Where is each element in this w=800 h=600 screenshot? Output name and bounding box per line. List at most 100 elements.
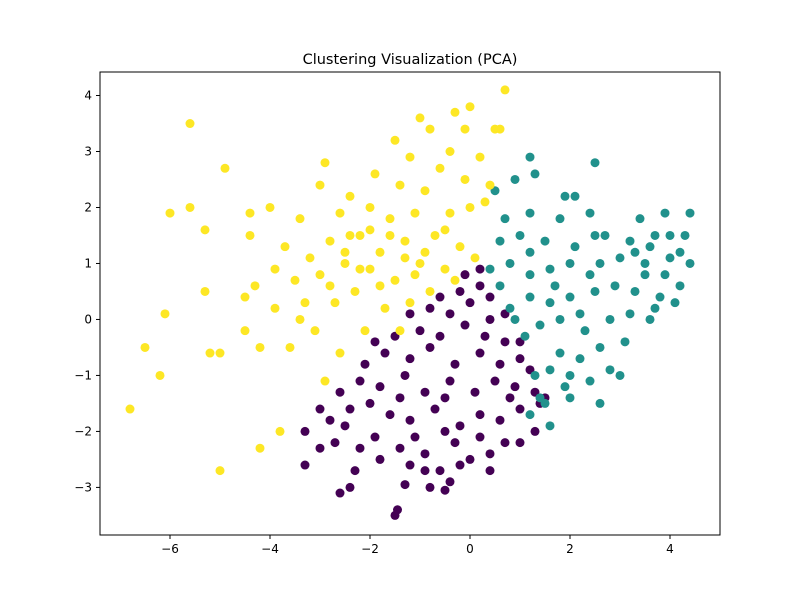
scatter-point: [660, 270, 670, 280]
scatter-point: [245, 230, 255, 240]
scatter-point: [270, 264, 280, 274]
scatter-point: [455, 421, 465, 431]
scatter-point: [675, 247, 685, 257]
scatter-point: [615, 253, 625, 263]
scatter-point: [500, 337, 510, 347]
scatter-point: [350, 466, 360, 476]
scatter-point: [515, 404, 525, 414]
chart-title: Clustering Visualization (PCA): [303, 52, 518, 68]
scatter-point: [355, 264, 365, 274]
scatter-point: [615, 370, 625, 380]
scatter-point: [255, 342, 265, 352]
scatter-point: [330, 438, 340, 448]
scatter-point: [410, 270, 420, 280]
scatter-point: [685, 208, 695, 218]
scatter-point: [590, 286, 600, 296]
scatter-point: [240, 292, 250, 302]
scatter-point: [460, 270, 470, 280]
scatter-point: [560, 191, 570, 201]
scatter-point: [335, 348, 345, 358]
scatter-point: [140, 342, 150, 352]
scatter-point: [515, 354, 525, 364]
scatter-point: [420, 466, 430, 476]
scatter-point: [660, 208, 670, 218]
scatter-point: [215, 466, 225, 476]
scatter-point: [620, 337, 630, 347]
scatter-point: [555, 214, 565, 224]
scatter-point: [555, 348, 565, 358]
scatter-point: [625, 236, 635, 246]
scatter-point: [465, 298, 475, 308]
scatter-point: [425, 303, 435, 313]
scatter-point: [400, 370, 410, 380]
scatter-point: [250, 281, 260, 291]
scatter-point: [545, 365, 555, 375]
scatter-point: [560, 382, 570, 392]
scatter-point: [300, 298, 310, 308]
scatter-point: [450, 438, 460, 448]
scatter-point: [393, 505, 402, 515]
scatter-point: [255, 443, 265, 453]
scatter-point: [315, 270, 325, 280]
scatter-point: [275, 426, 285, 436]
scatter-point: [375, 281, 385, 291]
scatter-point: [420, 387, 430, 397]
scatter-point: [625, 309, 635, 319]
scatter-point: [525, 247, 535, 257]
scatter-point: [415, 258, 425, 268]
scatter-point: [485, 449, 495, 459]
scatter-point: [200, 225, 210, 235]
scatter-point: [335, 208, 345, 218]
scatter-point: [685, 258, 695, 268]
scatter-point: [630, 247, 640, 257]
scatter-point: [185, 202, 195, 212]
scatter-point: [680, 230, 690, 240]
scatter-point: [375, 247, 385, 257]
scatter-point: [605, 314, 615, 324]
scatter-point: [445, 208, 455, 218]
scatter-point: [405, 354, 415, 364]
scatter-point: [365, 264, 375, 274]
scatter-point: [430, 230, 440, 240]
scatter-point: [125, 404, 135, 414]
scatter-point: [395, 393, 405, 403]
scatter-point: [650, 230, 660, 240]
scatter-point: [305, 253, 315, 263]
scatter-point: [465, 102, 475, 112]
scatter-point: [640, 258, 650, 268]
scatter-point: [475, 281, 485, 291]
scatter-point: [295, 214, 305, 224]
x-tick-label: 0: [466, 542, 474, 556]
cluster-1-points: [485, 152, 695, 431]
scatter-point: [485, 264, 495, 274]
scatter-point: [545, 264, 555, 274]
y-tick-label: 0: [84, 312, 92, 326]
scatter-point: [440, 264, 450, 274]
scatter-point: [595, 398, 605, 408]
scatter-point: [380, 303, 390, 313]
scatter-point: [440, 393, 450, 403]
scatter-point: [315, 404, 325, 414]
scatter-point: [425, 286, 435, 296]
scatter-point: [470, 387, 480, 397]
scatter-point: [385, 214, 395, 224]
scatter-point: [495, 281, 505, 291]
scatter-point: [300, 460, 310, 470]
scatter-point: [445, 477, 455, 487]
scatter-point: [460, 124, 470, 134]
x-tick-label: −6: [161, 542, 179, 556]
scatter-point: [220, 163, 230, 173]
scatter-point: [610, 281, 620, 291]
scatter-point: [665, 253, 675, 263]
scatter-point: [595, 342, 605, 352]
scatter-point: [440, 485, 450, 495]
scatter-point: [500, 85, 510, 95]
scatter-point: [395, 180, 405, 190]
scatter-point: [520, 331, 530, 341]
scatter-point: [525, 292, 535, 302]
scatter-point: [280, 242, 290, 252]
scatter-point: [440, 225, 450, 235]
scatter-point: [310, 326, 320, 336]
scatter-point: [525, 270, 535, 280]
scatter-point: [635, 214, 645, 224]
